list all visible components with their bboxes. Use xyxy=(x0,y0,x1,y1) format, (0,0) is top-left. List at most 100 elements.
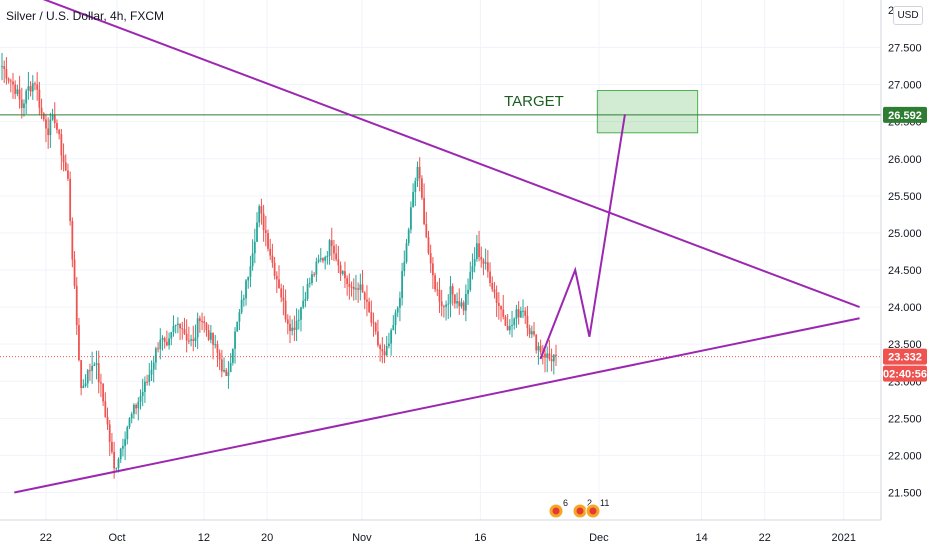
candle-body xyxy=(515,309,518,319)
candle-body xyxy=(269,248,272,256)
candle-body xyxy=(423,197,425,225)
candle-body xyxy=(27,86,30,91)
candle-body xyxy=(392,325,395,331)
candle-body xyxy=(91,365,94,371)
candle-body xyxy=(497,302,500,306)
candle-body xyxy=(80,360,83,389)
candle-body xyxy=(524,310,527,316)
candle-body xyxy=(295,320,298,330)
candle-body xyxy=(381,349,384,352)
candle-body xyxy=(491,282,494,290)
candle-body xyxy=(179,323,181,329)
candle-body xyxy=(181,328,184,330)
candle-body xyxy=(256,222,258,242)
trendline[interactable] xyxy=(14,0,860,309)
candle-body xyxy=(546,353,549,358)
candle-body xyxy=(333,245,335,254)
projection-path[interactable] xyxy=(539,114,626,360)
candle-body xyxy=(84,383,87,386)
candle-body xyxy=(9,80,12,82)
candle-body xyxy=(462,302,465,311)
y-tick-label: 21.500 xyxy=(888,488,922,500)
candle-body xyxy=(458,301,461,307)
candle-body xyxy=(326,255,329,258)
candle-body xyxy=(100,382,102,384)
candle-body xyxy=(141,391,144,397)
candle-body xyxy=(471,266,474,272)
candle-body xyxy=(227,372,230,376)
candle-body xyxy=(170,331,173,339)
candle-body xyxy=(469,271,472,290)
candle-body xyxy=(330,240,333,246)
candle-body xyxy=(484,262,487,264)
candle-body xyxy=(304,298,307,301)
candle-body xyxy=(115,467,118,469)
candle-body xyxy=(238,312,241,322)
candle-body xyxy=(372,322,375,324)
currency-button[interactable]: USD xyxy=(893,6,923,25)
candle-body xyxy=(352,286,355,290)
candle-body xyxy=(506,325,509,331)
candle-body xyxy=(489,271,491,283)
candle-body xyxy=(97,363,100,383)
x-tick-label: 2021 xyxy=(832,532,856,544)
candle-body xyxy=(464,293,467,311)
target-zone[interactable] xyxy=(596,90,699,134)
candle-body xyxy=(429,253,432,264)
candle-body xyxy=(341,271,344,274)
candle-body xyxy=(23,103,25,109)
candle-body xyxy=(486,262,489,272)
candle-body xyxy=(508,326,511,331)
candle-body xyxy=(267,232,269,249)
candle-body xyxy=(196,318,199,338)
candle-body xyxy=(453,294,456,304)
candle-body xyxy=(297,319,300,321)
candle-body xyxy=(139,396,142,402)
countdown-label-bg xyxy=(883,365,927,382)
candle-body xyxy=(264,230,267,233)
candle-body xyxy=(405,243,408,262)
candle-body xyxy=(363,292,366,300)
candle-body xyxy=(519,310,522,318)
candle-body xyxy=(322,258,324,261)
candle-body xyxy=(201,321,203,323)
candle-body xyxy=(385,346,388,356)
candle-body xyxy=(291,327,294,332)
candle-body xyxy=(143,381,146,392)
candle-body xyxy=(335,253,338,260)
x-tick-label: 16 xyxy=(474,532,486,544)
candle-body xyxy=(251,253,254,267)
candle-body xyxy=(460,302,463,307)
candle-body xyxy=(18,89,21,100)
candle-body xyxy=(223,369,225,372)
candle-body xyxy=(425,224,428,238)
x-tick-label: Oct xyxy=(108,532,125,544)
candle-body xyxy=(253,241,256,254)
y-tick-label: 25.000 xyxy=(888,228,922,240)
candle-body xyxy=(82,385,85,389)
event-count: 6 xyxy=(563,498,568,508)
trendline[interactable] xyxy=(14,317,860,494)
candle-body xyxy=(550,359,553,362)
candle-body xyxy=(161,338,164,340)
candle-body xyxy=(401,271,404,298)
candle-body xyxy=(3,66,6,69)
candle-body xyxy=(130,413,133,419)
y-tick-label: 27.500 xyxy=(888,43,922,55)
candle-body xyxy=(410,207,412,230)
candle-body xyxy=(25,90,28,104)
candle-body xyxy=(436,289,439,291)
candle-body xyxy=(495,292,498,303)
candle-body xyxy=(280,288,283,298)
candle-body xyxy=(317,259,320,262)
candle-body xyxy=(555,354,557,356)
candle-body xyxy=(36,84,39,90)
candle-body xyxy=(152,362,155,370)
candle-body xyxy=(45,119,47,129)
candle-body xyxy=(157,348,159,350)
candle-body xyxy=(544,353,546,358)
candle-body xyxy=(359,284,362,290)
candle-body xyxy=(203,321,206,324)
